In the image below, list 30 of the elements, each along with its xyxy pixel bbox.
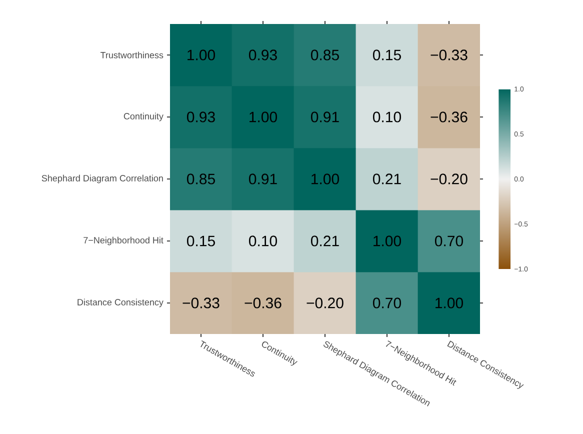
y-tick-label: Continuity [124, 112, 164, 122]
data-label: 0.15 [372, 50, 401, 60]
data-label: −0.20 [306, 298, 344, 308]
data-label: 0.21 [372, 174, 401, 184]
data-label: 1.00 [250, 112, 278, 122]
data-label: −0.33 [430, 50, 468, 60]
data-label: 0.21 [310, 236, 339, 246]
data-label: 0.70 [434, 236, 464, 246]
data-label: 0.91 [310, 112, 339, 122]
data-label: 0.85 [310, 50, 339, 60]
data-label: −0.36 [430, 112, 468, 122]
data-label: −0.20 [430, 174, 468, 184]
data-label: 1.00 [374, 236, 402, 246]
data-label: 0.70 [372, 298, 402, 308]
data-label: 0.93 [248, 50, 277, 60]
data-label: 1.00 [436, 298, 464, 308]
data-label: 0.10 [248, 236, 278, 246]
y-tick-label: Distance Consistency [78, 298, 164, 308]
data-label: −0.33 [182, 298, 220, 308]
y-tick-label: Trustworthiness [100, 52, 164, 58]
data-label: 1.00 [312, 174, 340, 184]
data-label: 0.10 [372, 112, 402, 122]
data-label: 0.93 [186, 112, 215, 122]
data-label: 1.00 [188, 50, 215, 60]
y-tick-label: 7−Neighborhood Hit [84, 236, 164, 246]
data-label: 0.15 [186, 236, 215, 246]
y-tick-label: Shephard Diagram Correlation [42, 174, 163, 184]
data-label: 0.91 [248, 174, 277, 184]
data-label: −0.36 [244, 298, 282, 308]
data-label: 0.85 [186, 174, 215, 184]
